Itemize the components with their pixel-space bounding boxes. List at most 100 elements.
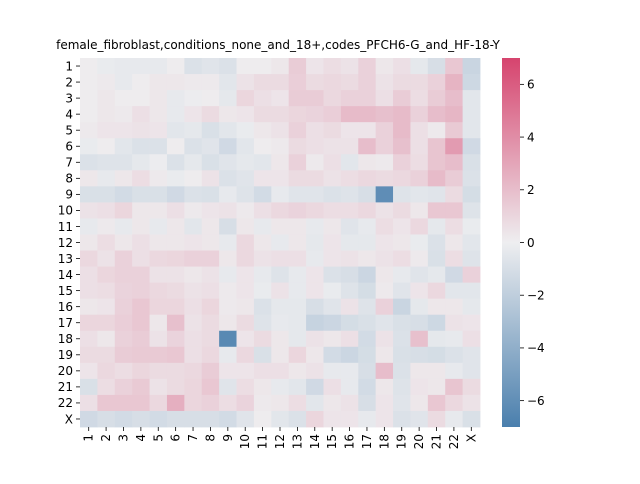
heatmap-cell	[445, 154, 464, 171]
heatmap-cell	[462, 106, 481, 123]
heatmap-cell	[445, 170, 464, 187]
x-tick-label: 20	[412, 434, 426, 449]
heatmap-cell	[184, 250, 203, 267]
heatmap-cell	[236, 298, 255, 316]
heatmap-cell	[375, 122, 394, 139]
heatmap-cell	[219, 202, 237, 219]
colorbar-tick-label: −2	[527, 289, 545, 303]
y-tick-label: 6	[65, 140, 73, 154]
heatmap-cell	[462, 154, 481, 171]
heatmap-cell	[114, 106, 133, 123]
heatmap-cell	[80, 122, 98, 139]
heatmap-cell	[288, 250, 307, 267]
x-tick-label: X	[464, 434, 478, 442]
heatmap-cell	[219, 314, 237, 332]
heatmap-cell	[393, 74, 411, 91]
heatmap-cell	[253, 298, 272, 316]
heatmap-cell	[97, 282, 116, 300]
heatmap-cell	[323, 282, 342, 300]
heatmap-cell	[462, 410, 481, 428]
colorbar-tick-label: −6	[527, 394, 545, 408]
heatmap-cell	[149, 330, 168, 348]
heatmap-cell	[393, 282, 411, 300]
heatmap-cell	[80, 410, 98, 428]
heatmap-cell	[166, 106, 185, 123]
heatmap-cell	[410, 186, 429, 203]
heatmap-cell	[114, 362, 133, 380]
heatmap-cell	[97, 346, 116, 364]
heatmap-cell	[340, 218, 359, 235]
heatmap-cell	[271, 362, 290, 380]
heatmap-cell	[462, 362, 481, 380]
heatmap-cell	[271, 74, 290, 91]
heatmap-cell	[288, 378, 307, 396]
heatmap-cell	[323, 378, 342, 396]
heatmap-cell	[201, 330, 220, 348]
heatmap-cell	[427, 106, 446, 123]
heatmap-cell	[306, 314, 324, 332]
heatmap-cell	[358, 250, 377, 267]
heatmap-cell	[149, 266, 168, 284]
heatmap-cell	[166, 186, 185, 203]
heatmap-cell	[340, 138, 359, 155]
heatmap-cell	[375, 234, 394, 251]
heatmap-cell	[271, 282, 290, 300]
heatmap-cell	[132, 138, 150, 155]
heatmap-cell	[184, 346, 203, 364]
heatmap-cell	[410, 314, 429, 332]
heatmap-cell	[271, 106, 290, 123]
heatmap-cell	[445, 298, 464, 316]
heatmap-cell	[306, 138, 324, 155]
heatmap-cell	[253, 378, 272, 396]
heatmap-cell	[340, 170, 359, 187]
heatmap-cell	[323, 234, 342, 251]
heatmap-cell	[132, 154, 150, 171]
heatmap-cell	[375, 314, 394, 332]
heatmap-cell	[114, 410, 133, 428]
heatmap-cell	[288, 58, 307, 75]
heatmap-cell	[184, 282, 203, 300]
heatmap-cell	[323, 90, 342, 107]
heatmap-cell	[358, 186, 377, 203]
heatmap-cell	[132, 218, 150, 235]
heatmap-cell	[201, 90, 220, 107]
heatmap-cell	[253, 266, 272, 284]
x-tick-label: 12	[273, 434, 287, 449]
heatmap-cell	[149, 394, 168, 412]
heatmap-cell	[410, 202, 429, 219]
heatmap-cell	[97, 410, 116, 428]
x-tick-label: 9	[221, 434, 235, 442]
heatmap-cell	[114, 202, 133, 219]
heatmap-cell	[375, 346, 394, 364]
heatmap-cell	[184, 106, 203, 123]
heatmap-cell	[393, 58, 411, 75]
y-tick-label: 3	[65, 91, 73, 105]
heatmap-cell	[288, 330, 307, 348]
heatmap-cell	[201, 346, 220, 364]
heatmap-cell	[236, 362, 255, 380]
heatmap-cell	[375, 186, 394, 203]
heatmap-cell	[184, 314, 203, 332]
heatmap-cell	[410, 266, 429, 284]
heatmap-cell	[201, 74, 220, 91]
heatmap-cell	[184, 266, 203, 284]
heatmap-cell	[80, 266, 98, 284]
heatmap-cell	[271, 58, 290, 75]
heatmap-cell	[114, 170, 133, 187]
heatmap-cell	[340, 362, 359, 380]
y-tick-label: 2	[65, 75, 73, 89]
heatmap-cell	[236, 394, 255, 412]
heatmap-cell	[271, 90, 290, 107]
y-tick-label: 4	[65, 107, 73, 121]
heatmap-cell	[375, 218, 394, 235]
heatmap-cell	[271, 314, 290, 332]
heatmap-cell	[323, 154, 342, 171]
heatmap-cell	[358, 330, 377, 348]
heatmap-cell	[132, 314, 150, 332]
heatmap-cell	[445, 266, 464, 284]
heatmap-cell	[462, 170, 481, 187]
heatmap-cell	[236, 74, 255, 91]
heatmap-cell	[427, 330, 446, 348]
heatmap-cell	[323, 186, 342, 203]
heatmap-cell	[184, 378, 203, 396]
